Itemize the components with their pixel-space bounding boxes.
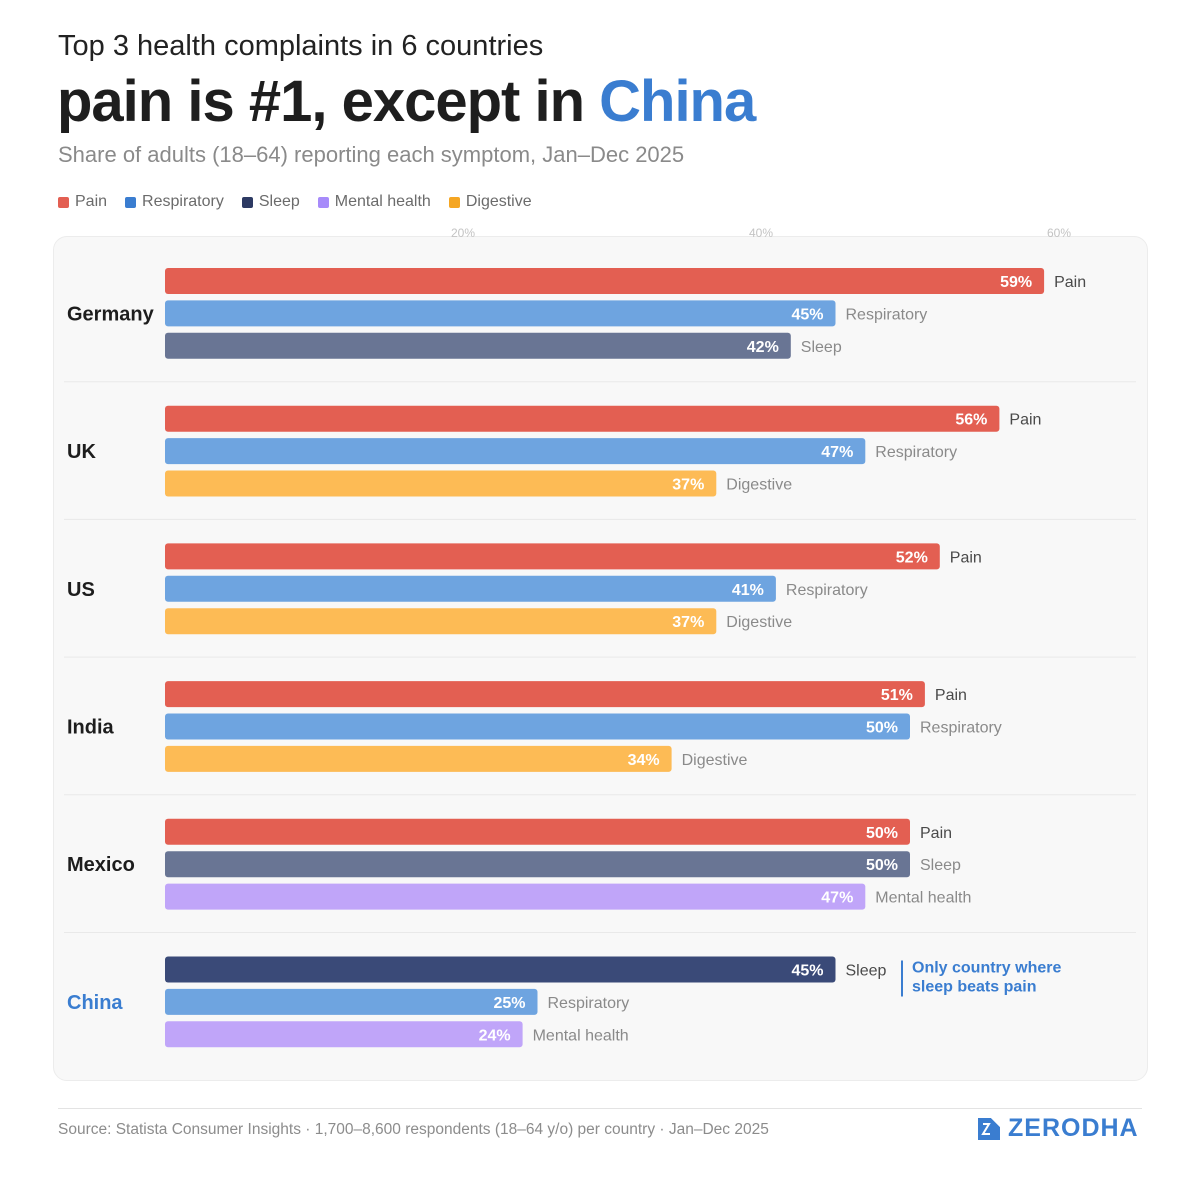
legend-item-respiratory: Respiratory — [125, 193, 224, 211]
x-tick-label-60: 60% — [1047, 226, 1071, 240]
country-label-china: China — [67, 992, 123, 1014]
legend-item-digestive: Digestive — [448, 193, 532, 211]
bar-germany-respiratory — [165, 300, 836, 327]
bar-value-label: 50% — [866, 857, 898, 874]
x-tick-label-20: 20% — [451, 226, 475, 240]
bar-germany-sleep — [165, 332, 791, 359]
bar-india-digestive — [165, 745, 672, 772]
bar-category-label: Digestive — [682, 752, 748, 769]
legend-label-respiratory: Respiratory — [142, 193, 224, 210]
bar-category-label: Sleep — [846, 963, 887, 980]
bar-value-label: 47% — [821, 890, 853, 907]
bar-china-sleep — [165, 956, 836, 983]
bar-us-digestive — [165, 608, 717, 635]
country-label-uk: UK — [67, 441, 96, 463]
annotation-line: Only country where — [912, 960, 1061, 977]
bar-category-label: Respiratory — [786, 582, 868, 599]
bar-mexico-pain — [165, 818, 910, 845]
legend-swatch-mental-health — [317, 196, 329, 208]
bar-uk-digestive — [165, 470, 717, 497]
bar-category-label: Respiratory — [875, 444, 957, 461]
bar-category-label: Mental health — [875, 890, 971, 907]
bar-category-label: Pain — [950, 549, 982, 566]
bar-category-label: Sleep — [801, 339, 842, 356]
bar-mexico-sleep — [165, 851, 910, 878]
bar-value-label: 34% — [628, 752, 660, 769]
bar-india-pain — [165, 681, 925, 708]
bar-india-respiratory — [165, 713, 910, 740]
source-note: Source: Statista Consumer Insights · 1,7… — [58, 1121, 769, 1138]
x-tick-label-40: 40% — [749, 226, 773, 240]
legend-item-mental-health: Mental health — [317, 193, 431, 211]
bar-value-label: 59% — [1000, 274, 1032, 291]
country-label-mexico: Mexico — [67, 854, 135, 876]
country-label-us: US — [67, 579, 95, 601]
bar-category-label: Digestive — [726, 477, 792, 494]
headline-prefix: pain is #1, except in — [57, 69, 600, 134]
bar-value-label: 51% — [881, 687, 913, 704]
bar-category-label: Respiratory — [920, 720, 1002, 737]
bar-value-label: 37% — [672, 477, 704, 494]
bar-chart: 20% 40% 60% Germany 59% Pain 45% Respiratory 42%… — [64, 226, 1136, 1048]
brand-name: ZERODHA — [1008, 1114, 1139, 1142]
annotation-line: sleep beats pain — [912, 979, 1037, 996]
footer-divider — [58, 1108, 1142, 1109]
bar-category-label: Pain — [935, 687, 967, 704]
bar-value-label: 45% — [791, 963, 823, 980]
legend-label-pain: Pain — [75, 193, 108, 210]
bar-china-respiratory — [165, 988, 538, 1015]
zerodha-logo-icon — [978, 1117, 1000, 1140]
bar-value-label: 47% — [821, 444, 853, 461]
bar-value-label: 52% — [896, 549, 928, 566]
bar-category-label: Respiratory — [846, 306, 928, 323]
bar-category-label: Respiratory — [548, 995, 630, 1012]
legend-swatch-digestive — [448, 196, 460, 208]
bar-value-label: 42% — [747, 339, 779, 356]
legend-item-sleep: Sleep — [241, 193, 300, 211]
legend-label-digestive: Digestive — [465, 193, 532, 210]
bar-germany-pain — [165, 268, 1045, 294]
bar-category-label: Digestive — [726, 614, 792, 631]
bar-value-label: 45% — [791, 306, 823, 323]
bar-us-pain — [165, 543, 940, 570]
chart-subtitle: Share of adults (18–64) reporting each s… — [58, 142, 685, 167]
bar-category-label: Mental health — [533, 1027, 629, 1044]
bar-mexico-mental-health — [165, 883, 866, 910]
bar-value-label: 50% — [866, 720, 898, 737]
chart-legend: Pain Respiratory Sleep Mental health Dig… — [58, 193, 532, 211]
bar-category-label: Pain — [920, 825, 952, 842]
chart-headline: pain is #1, except in China — [57, 68, 756, 135]
legend-label-mental-health: Mental health — [334, 193, 431, 210]
bar-category-label: Pain — [1009, 412, 1041, 429]
bar-us-respiratory — [165, 575, 776, 602]
bar-value-label: 56% — [955, 412, 987, 429]
bar-value-label: 37% — [672, 614, 704, 631]
legend-swatch-respiratory — [125, 196, 137, 208]
bar-uk-pain — [165, 405, 1000, 432]
headline-highlight: China — [599, 69, 756, 134]
bar-uk-respiratory — [165, 438, 866, 465]
bar-value-label: 25% — [493, 995, 525, 1012]
bar-category-label: Pain — [1054, 274, 1086, 291]
legend-item-pain: Pain — [58, 193, 107, 211]
legend-label-sleep: Sleep — [258, 193, 300, 210]
bar-category-label: Sleep — [920, 857, 961, 874]
brand-logo: ZERODHA — [978, 1114, 1139, 1143]
chart-kicker: Top 3 health complaints in 6 countries — [58, 30, 544, 62]
bar-china-mental-health — [165, 1021, 523, 1048]
legend-swatch-sleep — [241, 196, 253, 208]
country-label-germany: Germany — [67, 303, 155, 325]
legend-swatch-pain — [58, 196, 69, 208]
bar-value-label: 41% — [732, 582, 764, 599]
bar-value-label: 50% — [866, 825, 898, 842]
bar-value-label: 24% — [479, 1027, 511, 1044]
country-label-india: India — [67, 717, 115, 739]
chart-panel — [53, 236, 1148, 1081]
